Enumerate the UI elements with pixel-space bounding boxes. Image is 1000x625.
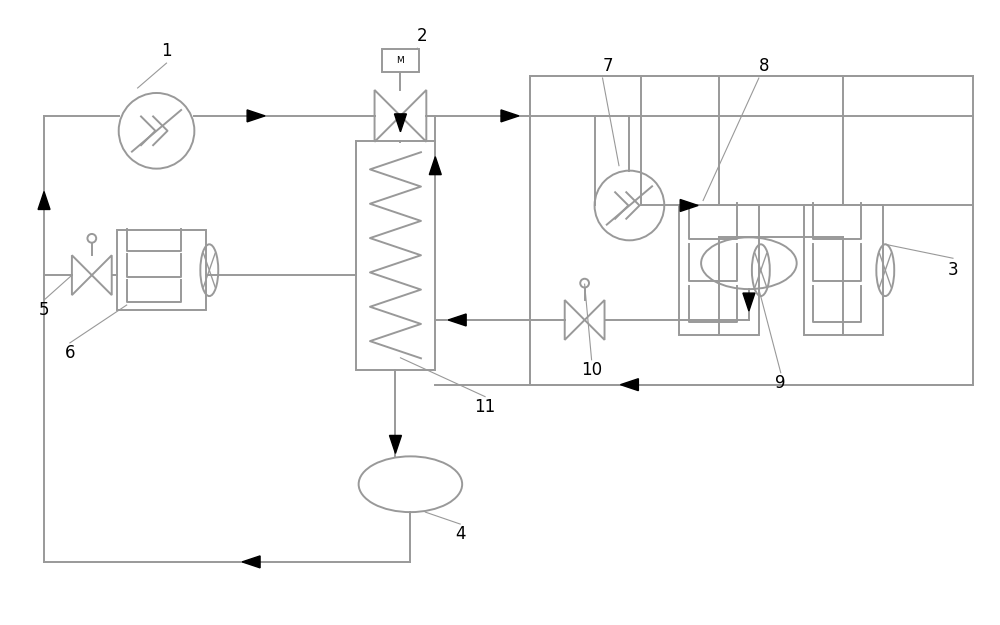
Text: 7: 7: [602, 57, 613, 75]
Text: 11: 11: [474, 398, 496, 416]
Bar: [382, 49, 419, 72]
Polygon shape: [429, 157, 441, 174]
Text: 5: 5: [39, 301, 49, 319]
Polygon shape: [620, 379, 638, 391]
Bar: [804, 206, 883, 335]
Text: 10: 10: [581, 361, 602, 379]
Polygon shape: [448, 314, 466, 326]
Polygon shape: [680, 199, 698, 211]
Text: 3: 3: [948, 261, 958, 279]
Bar: [356, 141, 435, 370]
Text: 4: 4: [455, 525, 465, 543]
Text: 2: 2: [417, 28, 428, 45]
Text: 9: 9: [775, 374, 786, 392]
Polygon shape: [247, 110, 265, 122]
Bar: [679, 206, 759, 335]
Text: M: M: [397, 56, 404, 65]
Bar: [530, 76, 973, 384]
Text: 1: 1: [161, 42, 172, 60]
Polygon shape: [501, 110, 519, 122]
Polygon shape: [242, 556, 260, 568]
Text: 6: 6: [65, 344, 75, 362]
Polygon shape: [394, 114, 406, 132]
Polygon shape: [743, 293, 755, 311]
Bar: [117, 231, 206, 310]
Polygon shape: [389, 436, 401, 453]
Polygon shape: [38, 191, 50, 209]
Text: 8: 8: [759, 57, 769, 75]
